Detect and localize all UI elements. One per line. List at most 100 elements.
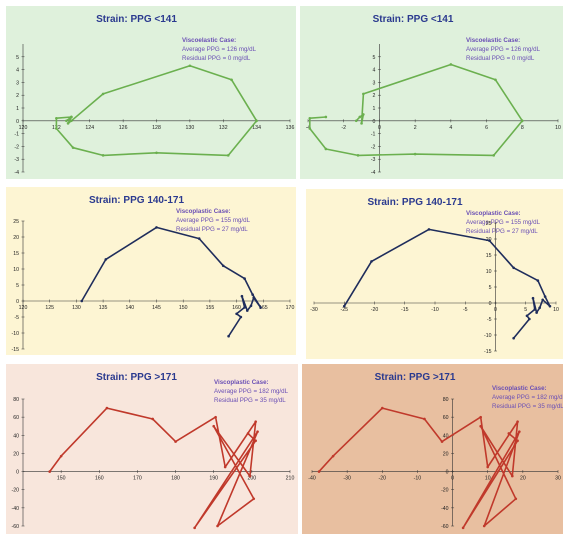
data-point (66, 122, 70, 125)
data-point (239, 315, 243, 319)
data-point (248, 474, 252, 478)
y-tick-label: 40 (13, 433, 19, 439)
y-tick-label: 3 (373, 80, 376, 86)
y-tick-label: 4 (16, 68, 19, 74)
chart-svg: Strain: PPG 140-171 Viscoplastic Case: Ave… (12, 195, 295, 353)
chart-svg: Strain: PPG <141 Viscoelastic Case: Averag… (306, 14, 561, 176)
series-line (309, 63, 524, 157)
data-point (516, 420, 519, 423)
y-tick-label: 20 (13, 235, 19, 241)
annotation-line: Residual PPG = 0 mg/dL (182, 55, 251, 62)
x-tick-label: 10 (555, 125, 561, 131)
x-tick-label: 126 (119, 125, 128, 131)
y-tick-label: 2 (373, 93, 376, 99)
series-line (343, 228, 551, 339)
data-point (70, 119, 73, 123)
x-tick-label: 190 (209, 476, 218, 482)
y-tick-label: -40 (441, 506, 449, 512)
annotation-line: Average PPG = 155 mg/dL (176, 217, 251, 224)
data-point (449, 63, 453, 66)
x-tick-label: 150 (57, 476, 66, 482)
data-point (308, 116, 312, 120)
x-tick-label: -5 (463, 307, 468, 313)
data-point (370, 260, 373, 263)
y-tick-label: 0 (16, 119, 19, 125)
chart-svg: Strain: PPG 140-171 Viscoplastic Case: Ave… (310, 197, 559, 355)
data-point (536, 279, 540, 282)
series-line (55, 64, 258, 157)
x-tick-label: 160 (232, 305, 241, 311)
data-point (246, 432, 250, 435)
x-tick-label: 200 (248, 476, 257, 482)
x-tick-label: 10 (553, 307, 559, 313)
annotation-line: Residual PPG = 35 mg/dL (214, 397, 286, 404)
y-tick-label: 25 (486, 221, 492, 227)
data-point (243, 277, 246, 280)
annotation-line: Viscoelastic Case: (182, 37, 236, 44)
annotation-line: Viscoplastic Case: (214, 379, 269, 386)
data-point (235, 312, 238, 316)
x-tick-label: -30 (310, 307, 318, 313)
y-tick-label: -20 (12, 488, 20, 494)
data-point (358, 115, 362, 119)
chart-title: Strain: PPG 140-171 (367, 197, 462, 208)
data-point (155, 226, 158, 229)
x-tick-label: 6 (485, 125, 488, 131)
y-tick-label: -20 (441, 488, 449, 494)
y-tick-label: -4 (14, 170, 19, 176)
data-point (423, 417, 426, 421)
x-tick-label: 20 (520, 476, 526, 482)
x-tick-label: 0 (378, 125, 381, 131)
data-point (101, 92, 105, 96)
data-point (151, 417, 154, 421)
x-tick-label: 0 (494, 307, 497, 313)
y-tick-label: -3 (14, 157, 19, 163)
chart-title: Strain: PPG <141 (373, 14, 454, 25)
y-tick-label: 0 (489, 301, 492, 307)
y-tick-label: 3 (16, 80, 19, 86)
chart-panel-green-right: Strain: PPG <141 Viscoelastic Case: Averag… (300, 6, 563, 179)
y-tick-label: 20 (443, 451, 449, 457)
data-point (479, 415, 482, 419)
x-tick-label: -40 (308, 476, 316, 482)
x-tick-label: -20 (371, 307, 379, 313)
x-tick-label: 180 (171, 476, 180, 482)
x-tick-label: -4 (306, 125, 311, 131)
data-point (482, 524, 486, 528)
data-point (59, 454, 63, 458)
y-tick-label: 0 (16, 470, 19, 476)
x-tick-label: -20 (379, 476, 387, 482)
data-point (254, 420, 257, 423)
chart-svg: Strain: PPG <141 Viscoelastic Case: Averag… (14, 14, 295, 176)
data-point (55, 116, 58, 120)
annotation-line: Viscoplastic Case: (176, 208, 231, 215)
y-tick-label: -60 (12, 524, 20, 530)
y-tick-label: 0 (373, 119, 376, 125)
x-tick-label: 10 (485, 476, 491, 482)
x-tick-label: 160 (95, 476, 104, 482)
data-point (507, 432, 511, 435)
x-tick-label: 140 (125, 305, 134, 311)
data-point (531, 296, 535, 300)
annotation-line: Average PPG = 182 mg/dL (492, 394, 563, 401)
x-tick-label: 125 (45, 305, 54, 311)
y-tick-label: 10 (486, 269, 492, 275)
y-tick-label: -5 (487, 317, 492, 323)
data-point (80, 299, 84, 303)
y-tick-label: -15 (12, 347, 20, 353)
chart-svg: Strain: PPG >171 Viscoplastic Case: Averag… (308, 372, 563, 530)
data-point (259, 306, 262, 309)
data-point (356, 154, 360, 157)
chart-panel-red-right: Strain: PPG >171 Viscoplastic Case: Averag… (302, 364, 563, 534)
annotation-line: Viscoelastic Case: (466, 37, 520, 44)
x-tick-label: 136 (286, 125, 295, 131)
y-tick-label: 25 (13, 219, 19, 225)
data-point (331, 454, 335, 458)
y-tick-label: -10 (484, 333, 492, 339)
series-line (318, 407, 521, 529)
x-tick-label: -25 (341, 307, 349, 313)
data-point (342, 304, 346, 308)
data-point (413, 152, 417, 156)
x-tick-label: -30 (343, 476, 351, 482)
data-point (520, 119, 524, 123)
